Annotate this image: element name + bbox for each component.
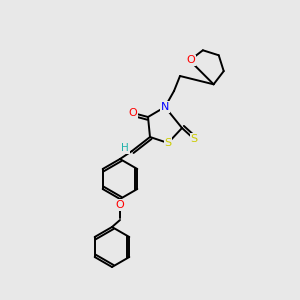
Text: S: S <box>190 134 198 144</box>
Text: H: H <box>121 143 129 153</box>
Text: O: O <box>116 200 124 210</box>
Text: S: S <box>164 138 172 148</box>
Text: N: N <box>161 102 169 112</box>
Text: O: O <box>186 56 195 65</box>
Text: O: O <box>129 108 137 118</box>
